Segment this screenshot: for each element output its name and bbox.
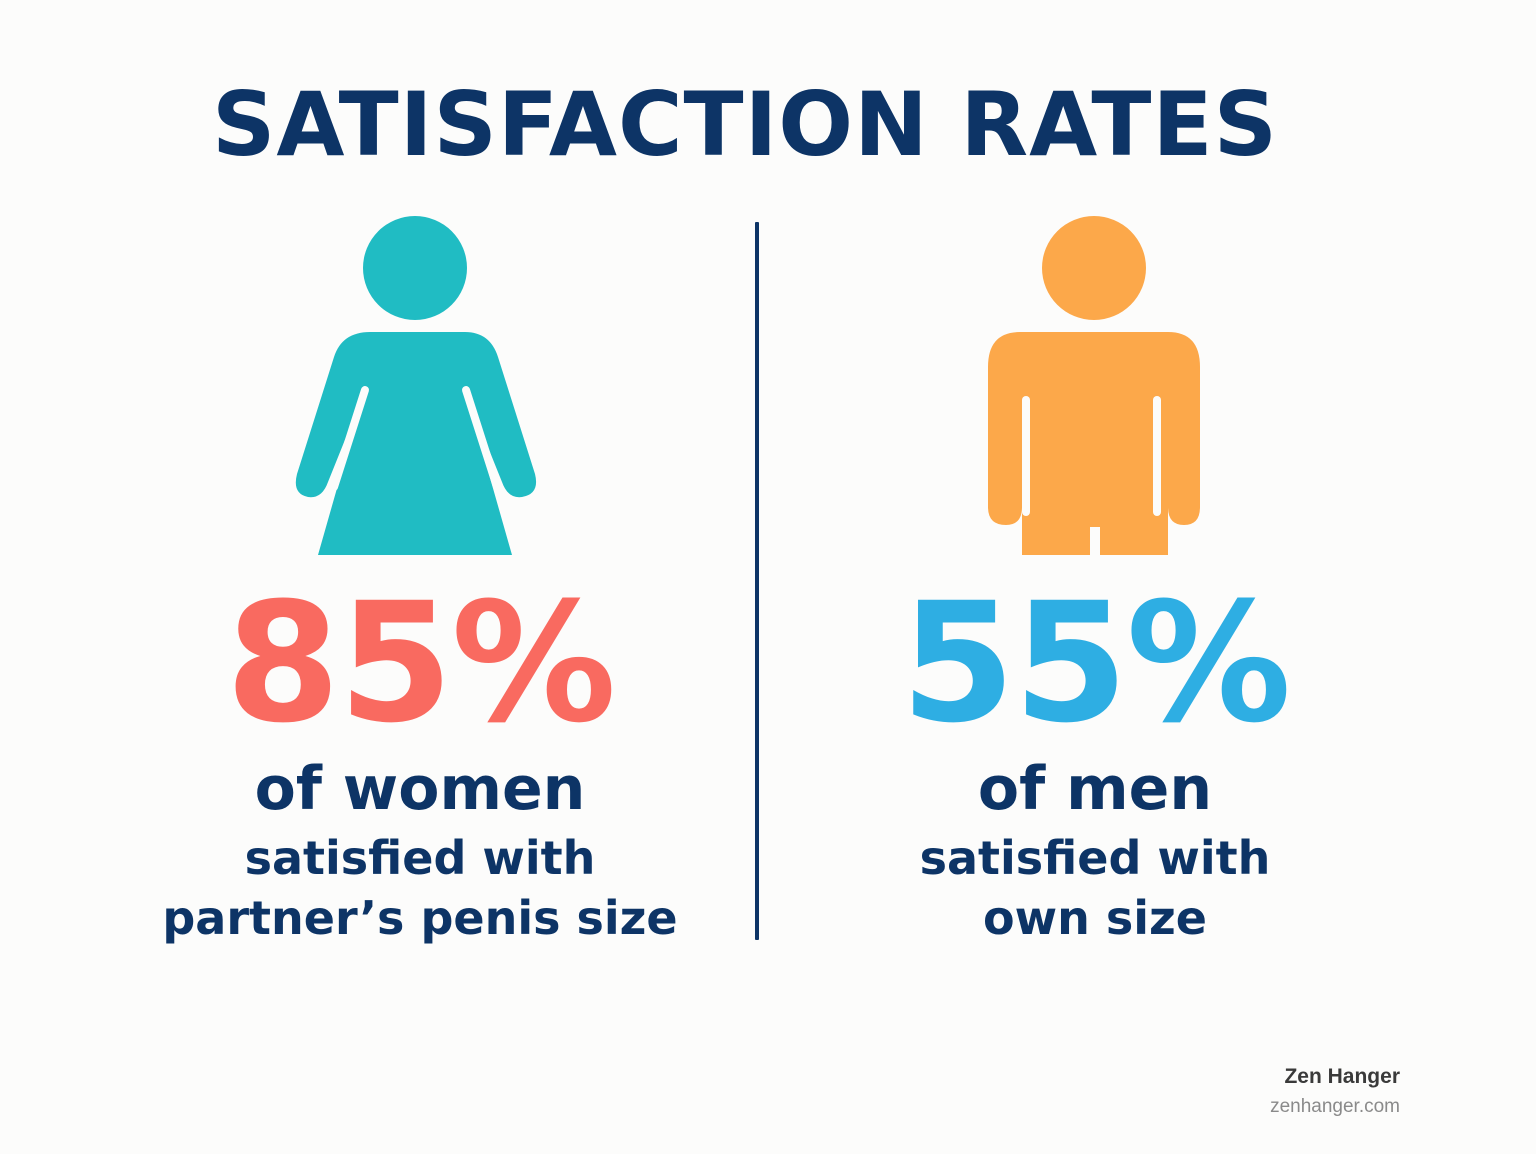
women-desc-line-2: partner’s penis size (162, 891, 678, 945)
brand-url: zenhanger.com (1270, 1096, 1400, 1117)
women-desc-line-1: satisfied with (244, 831, 596, 885)
brand-name: Zen Hanger (1284, 1065, 1400, 1088)
woman-icon (290, 212, 542, 562)
man-icon (980, 212, 1210, 562)
men-description: satisfied with own size (795, 828, 1395, 948)
women-description: satisfied with partner’s penis size (115, 828, 725, 948)
men-desc-line-1: satisfied with (919, 831, 1271, 885)
brand-credit: Zen Hanger zenhanger.com (1270, 1063, 1400, 1123)
women-group-label: of women (254, 754, 586, 824)
center-divider (755, 222, 759, 940)
page-title: SATISFACTION RATES (212, 73, 1278, 176)
men-desc-line-2: own size (983, 891, 1207, 945)
men-percent: 55% (900, 567, 1292, 759)
women-percent: 85% (225, 567, 617, 759)
men-group-label: of men (977, 754, 1213, 824)
